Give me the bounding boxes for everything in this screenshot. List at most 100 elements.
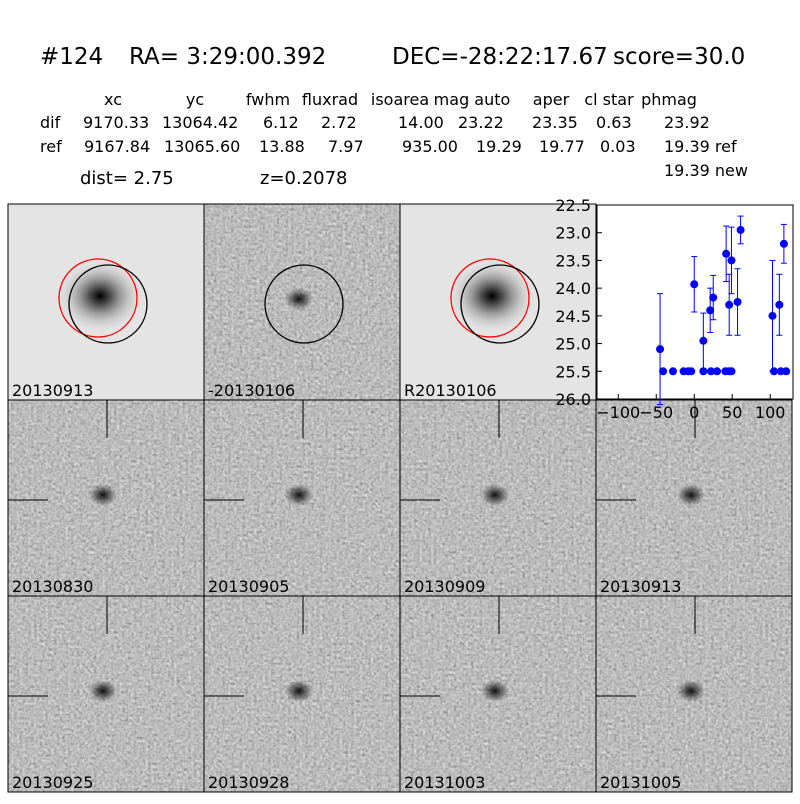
dec: DEC=-28:22:17.67 (392, 44, 608, 70)
y-tick-label: 22.5 (555, 196, 591, 215)
cell: 6.12 (263, 113, 299, 132)
cell: 19.77 (539, 137, 585, 156)
stamp: 20130928 (203, 595, 401, 793)
y-tick-label: 24.5 (555, 307, 591, 326)
source (481, 484, 509, 506)
source (481, 680, 509, 702)
stamp-label: 20130925 (12, 773, 93, 792)
y-tick-label: 24.0 (555, 279, 591, 298)
column-header: cl star (584, 90, 634, 109)
stamp-label: 20131005 (600, 773, 681, 792)
point (722, 249, 731, 258)
column-header: phmag (641, 90, 697, 109)
cell: 23.92 (664, 113, 710, 132)
source (285, 288, 313, 310)
point (775, 300, 784, 309)
x-tick-label: 50 (722, 403, 742, 422)
point (656, 345, 665, 354)
point (699, 367, 708, 376)
x-tick-label: −100 (596, 403, 640, 422)
y-tick-label: 26.0 (555, 390, 591, 409)
source (285, 484, 313, 506)
source (285, 680, 313, 702)
point (659, 367, 668, 376)
column-header: isoarea (371, 90, 429, 109)
x-tick-label: −50 (639, 403, 673, 422)
cell: 7.97 (328, 137, 364, 156)
aperture-black (460, 264, 540, 344)
galaxy (447, 258, 537, 334)
column-header: yc (186, 90, 204, 109)
stamps: 20130913 -20130106 R20130106 20130830 201309… (7, 203, 793, 793)
point (713, 367, 722, 376)
x-tick-label: 100 (755, 403, 786, 422)
stamp: -20130106 (203, 203, 401, 401)
aperture-red (58, 258, 138, 338)
point (782, 367, 791, 376)
point (727, 256, 736, 265)
stamp: 20130913 (595, 399, 793, 597)
stamp: 20130909 (399, 399, 597, 597)
heading: #124 RA= 3:29:00.392 DEC=-28:22:17.67 sc… (40, 44, 745, 70)
ra: RA= 3:29:00.392 (129, 44, 326, 70)
source (89, 680, 117, 702)
row-label: ref (40, 137, 62, 156)
candidate-id: #124 (40, 44, 103, 70)
stamp: 20130925 (7, 595, 205, 793)
aperture-black (264, 264, 344, 344)
stamp-frame (595, 595, 793, 793)
column-header: fluxrad (302, 90, 358, 109)
row-label: dif (40, 113, 61, 132)
source (89, 484, 117, 506)
y-tick-label: 25.0 (555, 335, 591, 354)
column-header: mag auto (434, 90, 511, 109)
plot-area (596, 204, 794, 400)
cell: 23.35 (532, 113, 578, 132)
column-header: aper (533, 90, 570, 109)
cell: 13065.60 (164, 137, 240, 156)
point (725, 300, 734, 309)
stamp-label: 20130830 (12, 577, 93, 596)
point (727, 367, 736, 376)
point (733, 298, 742, 306)
stamp: 20130905 (203, 399, 401, 597)
cell: 935.00 (402, 137, 458, 156)
table: xc yc fwhm fluxrad isoarea mag auto aper cl sta… (40, 90, 748, 180)
cell: 13.88 (259, 137, 305, 156)
point (736, 225, 745, 234)
point (706, 367, 715, 376)
point (668, 367, 677, 376)
stamp-label: 20130905 (208, 577, 289, 596)
x-tick-label: 0 (689, 403, 699, 422)
stamp-label: 20131003 (404, 773, 485, 792)
y-tick-label: 25.5 (555, 362, 591, 381)
stamp-label: -20130106 (208, 381, 295, 400)
stamp-label: 20130928 (208, 773, 289, 792)
source (677, 484, 705, 506)
point (768, 311, 777, 320)
cell: 9170.33 (83, 113, 149, 132)
stamp: R20130106 (399, 203, 597, 401)
stamp: 20130913 (7, 203, 205, 401)
cell: 19.39 ref (664, 137, 737, 156)
galaxy (55, 258, 145, 334)
cell: 13064.42 (162, 113, 238, 132)
cell: 9167.84 (84, 137, 150, 156)
stamp-label: 20130909 (404, 577, 485, 596)
column-header: xc (104, 90, 122, 109)
stamp-label: 20130913 (12, 381, 93, 400)
stamp: 20130830 (7, 399, 205, 597)
y-tick-label: 23.0 (555, 224, 591, 243)
cell: 23.22 (458, 113, 504, 132)
column-header: fwhm (246, 90, 290, 109)
point (706, 306, 715, 315)
cell: 0.63 (596, 113, 632, 132)
aperture-black (68, 264, 148, 344)
point (699, 336, 708, 345)
cell: 14.00 (398, 113, 444, 132)
source (677, 680, 705, 702)
stamp: 20131005 (595, 595, 793, 793)
point (709, 293, 718, 302)
note: 19.39 new (664, 161, 748, 180)
